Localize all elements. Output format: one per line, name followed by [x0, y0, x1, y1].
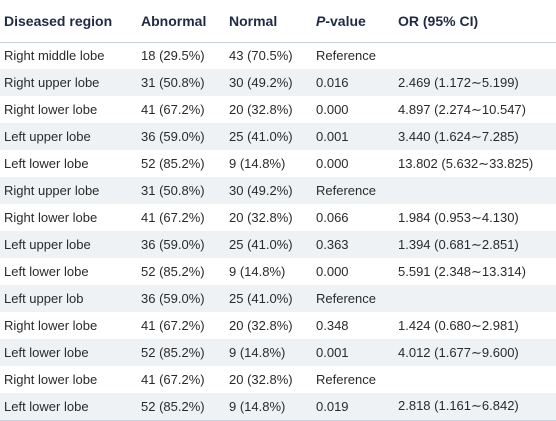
cell-abnormal: 41 (67.2%) [141, 318, 205, 333]
table-row: Left upper lobe 36 (59.0%) 25 (41.0%) 0.… [0, 123, 556, 150]
cell-normal: 20 (32.8%) [229, 102, 293, 117]
cell-abnormal: 52 (85.2%) [141, 156, 205, 171]
header-normal: Normal [223, 0, 310, 43]
cell-normal: 9 (14.8%) [223, 393, 310, 421]
cell-p-value: 0.066 [316, 210, 349, 225]
header-p-value: P-value [310, 0, 392, 43]
table-row: Right lower lobe 41 (67.2%) 20 (32.8%) 0… [0, 204, 556, 231]
cell-abnormal: 52 (85.2%) [141, 264, 205, 279]
cell-region: Right lower lobe [4, 102, 98, 117]
cell-region: Left lower lobe [4, 264, 89, 279]
table-row: Left lower lobe 52 (85.2%) 9 (14.8%) 0.0… [0, 393, 556, 421]
cell-p-value: 0.000 [316, 156, 349, 171]
cell-p-value: 0.001 [316, 129, 349, 144]
cell-abnormal: 36 (59.0%) [141, 237, 205, 252]
table-row: Right middle lobe 18 (29.5%) 43 (70.5%) … [0, 42, 556, 69]
cell-p-value: Reference [316, 183, 376, 198]
cell-normal: 30 (49.2%) [229, 183, 293, 198]
table-header: Diseased region Abnormal Normal P-value … [0, 0, 556, 43]
cell-normal: 20 (32.8%) [229, 210, 293, 225]
cell-p-value: 0.001 [316, 345, 349, 360]
cell-region: Right upper lobe [4, 75, 100, 90]
header-odds-ratio: OR (95% CI) [392, 0, 556, 43]
header-diseased-region: Diseased region [0, 0, 135, 43]
table-row: Left lower lobe 52 (85.2%) 9 (14.8%) 0.0… [0, 339, 556, 366]
cell-region: Left upper lob [4, 291, 84, 306]
table-body: Right middle lobe 18 (29.5%) 43 (70.5%) … [0, 42, 556, 421]
cell-p-value: Reference [316, 291, 376, 306]
cell-odds-ratio: 1.394 (0.681∼2.851) [398, 236, 519, 252]
header-abnormal: Abnormal [135, 0, 223, 43]
cell-normal: 25 (41.0%) [229, 291, 293, 306]
cell-odds-ratio: 5.591 (2.348∼13.314) [398, 263, 526, 279]
cell-odds-ratio [392, 285, 556, 312]
header-row: Diseased region Abnormal Normal P-value … [0, 0, 556, 43]
cell-abnormal: 41 (67.2%) [141, 102, 205, 117]
cell-odds-ratio: 4.012 (1.677∼9.600) [398, 344, 519, 360]
cell-normal: 25 (41.0%) [229, 129, 293, 144]
cell-abnormal: 52 (85.2%) [135, 393, 223, 421]
cell-odds-ratio [392, 366, 556, 393]
cell-abnormal: 31 (50.8%) [141, 183, 205, 198]
cell-region: Left upper lobe [4, 237, 91, 252]
cell-odds-ratio: 2.469 (1.172∼5.199) [398, 74, 519, 90]
cell-p-value: 0.016 [316, 75, 349, 90]
table-row: Left lower lobe 52 (85.2%) 9 (14.8%) 0.0… [0, 150, 556, 177]
table-row: Right upper lobe 31 (50.8%) 30 (49.2%) R… [0, 177, 556, 204]
cell-normal: 20 (32.8%) [229, 318, 293, 333]
cell-odds-ratio: 2.818 (1.161∼6.842) [392, 393, 556, 421]
cell-p-value: 0.000 [316, 264, 349, 279]
cell-region: Left upper lobe [4, 129, 91, 144]
cell-odds-ratio: 3.440 (1.624∼7.285) [398, 128, 519, 144]
cell-region: Right lower lobe [4, 210, 98, 225]
table-row: Right lower lobe 41 (67.2%) 20 (32.8%) R… [0, 366, 556, 393]
cell-abnormal: 41 (67.2%) [141, 372, 205, 387]
cell-region: Right middle lobe [4, 48, 105, 64]
cell-p-value: Reference [316, 372, 376, 387]
cell-p-value: 0.348 [316, 318, 349, 333]
cell-odds-ratio: 1.984 (0.953∼4.130) [398, 209, 519, 225]
cell-odds-ratio: 4.897 (2.274∼10.547) [398, 101, 526, 117]
table-row: Left upper lob 36 (59.0%) 25 (41.0%) Ref… [0, 285, 556, 312]
cell-region: Right lower lobe [4, 318, 98, 333]
cell-region: Right upper lobe [4, 183, 100, 198]
cell-normal: 25 (41.0%) [229, 237, 293, 252]
cell-normal: 9 (14.8%) [229, 345, 286, 360]
cell-odds-ratio: 13.802 (5.632∼33.825) [398, 155, 534, 171]
cell-normal: 30 (49.2%) [229, 75, 293, 90]
table-row: Right lower lobe 41 (67.2%) 20 (32.8%) 0… [0, 96, 556, 123]
table-row: Left lower lobe 52 (85.2%) 9 (14.8%) 0.0… [0, 258, 556, 285]
cell-normal: 43 (70.5%) [229, 48, 293, 64]
header-p-italic: P [316, 12, 326, 29]
cell-region: Left lower lobe [0, 393, 135, 421]
cell-odds-ratio [392, 177, 556, 204]
cell-region: Left lower lobe [4, 156, 89, 171]
cell-abnormal: 41 (67.2%) [141, 210, 205, 225]
cell-p-value: 0.000 [316, 102, 349, 117]
cell-abnormal: 52 (85.2%) [141, 345, 205, 360]
cell-abnormal: 36 (59.0%) [141, 291, 205, 306]
header-p-suffix: -value [325, 12, 366, 29]
cell-p-value: 0.019 [310, 393, 392, 421]
cell-region: Right lower lobe [4, 372, 98, 387]
cell-odds-ratio: 1.424 (0.680∼2.981) [398, 317, 519, 333]
cell-odds-ratio [392, 42, 556, 69]
cell-abnormal: 31 (50.8%) [141, 75, 205, 90]
cell-normal: 20 (32.8%) [229, 372, 293, 387]
table-row: Right upper lobe 31 (50.8%) 30 (49.2%) 0… [0, 69, 556, 96]
cell-abnormal: 36 (59.0%) [141, 129, 205, 144]
cell-normal: 9 (14.8%) [229, 156, 286, 171]
cell-normal: 9 (14.8%) [229, 264, 286, 279]
cell-abnormal: 18 (29.5%) [141, 48, 205, 64]
cell-p-value: Reference [316, 48, 376, 64]
table-row: Right lower lobe 41 (67.2%) 20 (32.8%) 0… [0, 312, 556, 339]
cell-p-value: 0.363 [316, 237, 349, 252]
cell-region: Left lower lobe [4, 345, 89, 360]
table-row: Left upper lobe 36 (59.0%) 25 (41.0%) 0.… [0, 231, 556, 258]
